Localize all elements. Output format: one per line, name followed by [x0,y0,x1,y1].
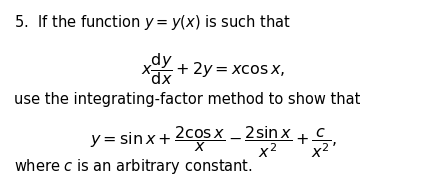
Text: where $c$ is an arbitrary constant.: where $c$ is an arbitrary constant. [14,157,253,176]
Text: $y = \sin x + \dfrac{2\cos x}{x} - \dfrac{2\sin x}{x^2} + \dfrac{c}{x^2},$: $y = \sin x + \dfrac{2\cos x}{x} - \dfra… [90,124,336,160]
Text: use the integrating-factor method to show that: use the integrating-factor method to sho… [14,92,360,107]
Text: 5.  If the function $y = y(x)$ is such that: 5. If the function $y = y(x)$ is such th… [14,13,291,32]
Text: $x\dfrac{\mathrm{d}y}{\mathrm{d}x} + 2y = x\cos x,$: $x\dfrac{\mathrm{d}y}{\mathrm{d}x} + 2y … [141,51,285,87]
